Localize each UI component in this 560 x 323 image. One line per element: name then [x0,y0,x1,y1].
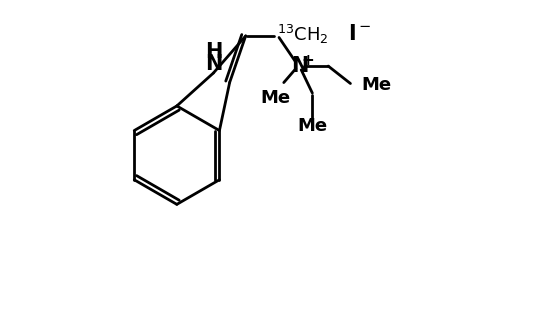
Text: N: N [205,54,222,74]
Text: N: N [291,56,309,76]
Text: Me: Me [261,89,291,107]
Text: Me: Me [362,76,391,94]
Text: $^{13}$CH$_2$: $^{13}$CH$_2$ [277,23,329,46]
Text: I$^-$: I$^-$ [348,24,371,44]
Text: +: + [301,53,314,68]
Text: H: H [205,42,222,62]
Text: Me: Me [297,117,328,135]
